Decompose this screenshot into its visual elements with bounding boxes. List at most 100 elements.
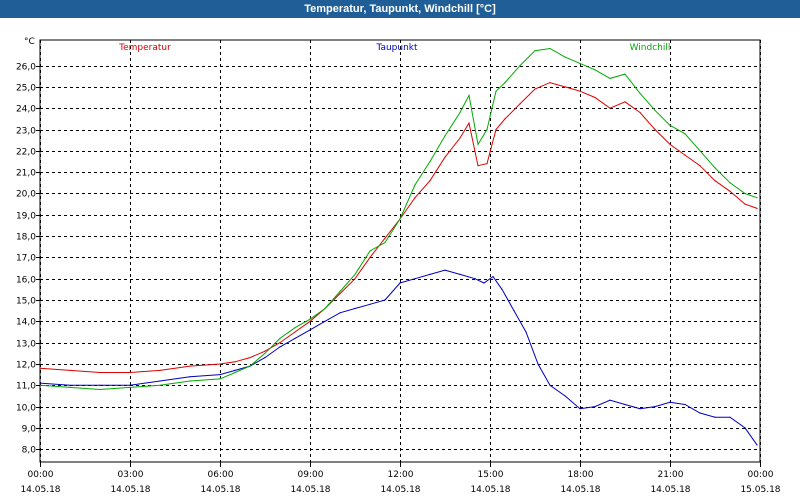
y-tick-label: 8,0	[22, 446, 37, 456]
data-point-windchill	[549, 47, 551, 50]
data-point-windchill	[354, 273, 356, 275]
x-tick-label-date: 14.05.18	[560, 485, 600, 495]
data-point-windchill	[459, 111, 461, 114]
data-point-windchill	[234, 371, 236, 374]
data-point-taupunkt	[564, 395, 566, 397]
line-chart: 8,0 9,0 10,0 11,0 12,0 13,0 14,0 15,0 16,0 17,0 18…	[16, 37, 781, 495]
x-tick-label-date: 14.05.18	[380, 485, 420, 495]
data-point-windchill	[219, 378, 221, 380]
data-point-taupunkt	[474, 278, 476, 280]
data-point-temperatur	[459, 137, 461, 139]
y-tick-label: 13,0	[16, 340, 36, 350]
data-point-taupunkt	[189, 376, 191, 378]
y-tick-label: 21,0	[16, 169, 36, 179]
data-point-temperatur	[486, 163, 488, 165]
data-point-temperatur	[294, 331, 296, 333]
data-point-taupunkt	[414, 278, 416, 280]
data-point-taupunkt	[69, 384, 71, 386]
data-point-temperatur	[339, 293, 341, 295]
x-tick-label-time: 03:00	[118, 470, 144, 480]
data-point-windchill	[264, 352, 266, 354]
data-point-temperatur	[684, 154, 686, 156]
data-point-taupunkt	[324, 320, 326, 322]
data-point-windchill	[669, 124, 671, 126]
data-point-temperatur	[579, 90, 581, 92]
data-point-taupunkt	[384, 299, 386, 301]
x-tick-label-time: 21:00	[658, 470, 684, 480]
data-point-taupunkt	[624, 403, 626, 406]
x-tick-label-time: 09:00	[298, 470, 324, 480]
data-point-taupunkt	[594, 406, 596, 408]
data-point-taupunkt	[483, 282, 485, 284]
data-point-taupunkt	[699, 412, 701, 414]
data-point-taupunkt	[654, 406, 656, 408]
data-point-temperatur	[669, 143, 671, 145]
data-point-temperatur	[519, 103, 521, 105]
data-point-taupunkt	[99, 384, 101, 386]
x-tick-label-time: 00:00	[748, 470, 774, 480]
data-point-taupunkt	[525, 331, 527, 333]
data-point-temperatur	[654, 128, 656, 131]
data-point-windchill	[279, 337, 281, 339]
data-point-temperatur	[549, 82, 551, 84]
x-tick-label-date: 14.05.18	[200, 485, 240, 495]
data-point-windchill	[69, 386, 71, 388]
data-point-taupunkt	[744, 427, 746, 429]
data-point-windchill	[729, 182, 731, 184]
data-point-taupunkt	[459, 273, 461, 275]
x-tick-label-time: 12:00	[388, 470, 414, 480]
data-point-windchill	[504, 82, 506, 84]
data-point-temperatur	[39, 367, 41, 369]
data-point-temperatur	[594, 96, 596, 99]
y-tick-label: 15,0	[16, 297, 36, 307]
data-point-taupunkt	[279, 346, 281, 348]
data-point-windchill	[699, 150, 701, 152]
x-tick-label-time: 15:00	[478, 470, 504, 480]
data-point-taupunkt	[339, 312, 341, 314]
legend-taupunkt: Taupunkt	[375, 43, 418, 53]
y-tick-label: 11,0	[16, 382, 36, 392]
window-title: Temperatur, Taupunkt, Windchill [°C]	[0, 0, 800, 18]
data-point-temperatur	[564, 86, 566, 88]
data-point-temperatur	[534, 88, 536, 90]
data-point-taupunkt	[294, 337, 296, 339]
y-tick-label: 23,0	[16, 127, 36, 137]
data-point-taupunkt	[429, 273, 431, 275]
data-point-temperatur	[609, 107, 611, 109]
data-point-windchill	[159, 384, 161, 386]
data-point-taupunkt	[492, 276, 494, 278]
data-point-taupunkt	[234, 369, 236, 371]
data-point-windchill	[744, 192, 746, 195]
data-point-temperatur	[69, 369, 71, 371]
series-line-windchill	[39, 47, 758, 391]
data-point-windchill	[399, 218, 401, 220]
data-point-taupunkt	[309, 329, 311, 331]
y-tick-label: 10,0	[16, 404, 36, 414]
data-point-temperatur	[369, 256, 371, 258]
data-point-windchill	[495, 90, 497, 92]
data-point-temperatur	[414, 197, 416, 199]
data-point-taupunkt	[39, 382, 41, 384]
legend-windchill: Windchill	[630, 43, 671, 53]
data-point-temperatur	[354, 278, 356, 280]
y-tick-label: 24,0	[16, 105, 36, 115]
data-point-windchill	[534, 50, 536, 52]
data-point-temperatur	[129, 371, 131, 374]
data-point-taupunkt	[684, 403, 686, 406]
series-line-taupunkt	[39, 269, 758, 446]
data-point-temperatur	[159, 369, 161, 371]
data-point-temperatur	[468, 122, 470, 124]
y-tick-label: 14,0	[16, 318, 36, 328]
data-point-taupunkt	[444, 269, 446, 271]
y-tick-label: 17,0	[16, 254, 36, 264]
data-point-taupunkt	[354, 307, 356, 310]
data-point-temperatur	[234, 361, 236, 363]
data-point-taupunkt	[369, 303, 371, 305]
data-point-temperatur	[714, 180, 716, 182]
data-point-windchill	[189, 380, 191, 382]
data-point-windchill	[129, 386, 131, 388]
data-point-temperatur	[639, 111, 641, 114]
x-tick-label-time: 18:00	[568, 470, 594, 480]
data-point-windchill	[756, 197, 758, 199]
